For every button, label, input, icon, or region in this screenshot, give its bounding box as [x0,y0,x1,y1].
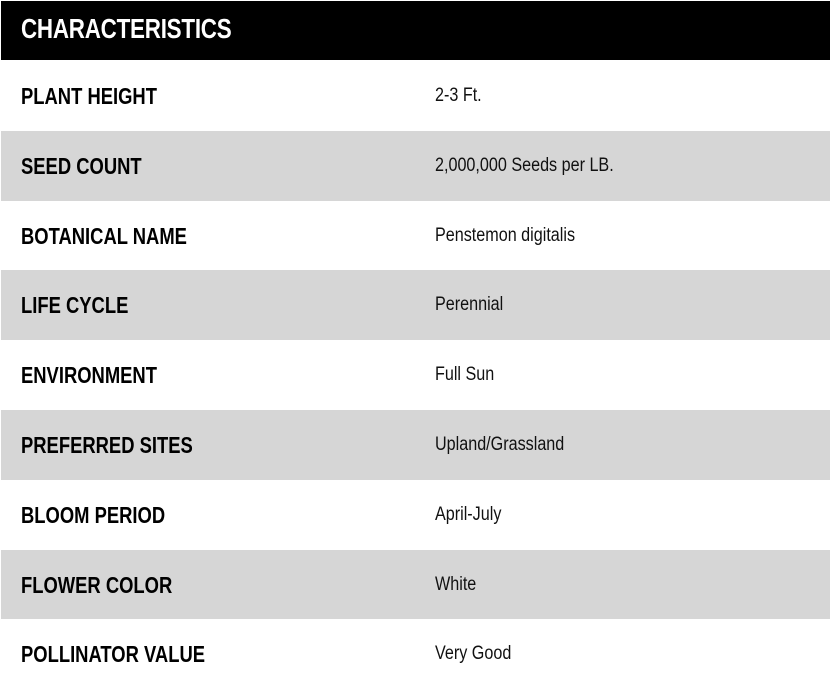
row-label: BLOOM PERIOD [21,501,166,528]
row-value: 2,000,000 Seeds per LB. [435,154,614,176]
table-row: POLLINATOR VALUE Very Good [1,619,830,689]
table-row: BOTANICAL NAME Penstemon digitalis [1,201,830,271]
table-row: FLOWER COLOR White [1,549,830,620]
table-title: CHARACTERISTICS [21,13,232,44]
row-value: Perennial [435,294,504,316]
row-value: Upland/Grassland [435,433,565,455]
row-label: SEED COUNT [21,152,142,179]
row-label: PREFERRED SITES [21,431,193,458]
row-value: Full Sun [435,364,495,386]
row-label: ENVIRONMENT [21,362,157,389]
row-value: 2-3 Ft. [435,85,482,106]
row-value: Penstemon digitalis [435,224,576,246]
row-value: White [435,573,477,595]
table-row: LIFE CYCLE Perennial [1,270,830,341]
table-row: PLANT HEIGHT 2-3 Ft. [1,61,830,131]
row-label: FLOWER COLOR [21,571,173,598]
row-label: POLLINATOR VALUE [21,641,205,668]
table-row: PREFERRED SITES Upland/Grassland [1,409,830,480]
table-row: SEED COUNT 2,000,000 Seeds per LB. [1,130,830,201]
table-header: CHARACTERISTICS [1,1,830,60]
table-row: BLOOM PERIOD April-July [1,480,830,550]
table-row: ENVIRONMENT Full Sun [1,340,830,410]
row-label: BOTANICAL NAME [21,222,187,249]
row-label: PLANT HEIGHT [21,83,157,109]
row-label: LIFE CYCLE [21,292,129,319]
row-value: April-July [435,503,502,525]
characteristics-table: PLANT HEIGHT 2-3 Ft. SEED COUNT 2,000,000 … [1,61,830,689]
row-value: Very Good [435,643,512,665]
